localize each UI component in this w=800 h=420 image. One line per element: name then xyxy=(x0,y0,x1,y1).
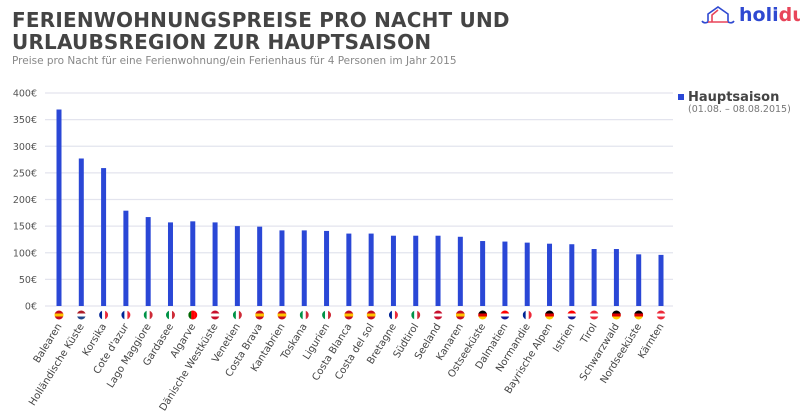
flag-icon-at xyxy=(656,310,666,320)
flag-icon-dk xyxy=(210,310,220,320)
bar-normandie xyxy=(524,242,530,306)
bar-nordseeküste xyxy=(636,254,642,306)
flag-icon-es xyxy=(277,310,287,320)
bar-balearen xyxy=(56,109,62,306)
bar-bayrische-alpen xyxy=(547,243,553,306)
flag-icon-hr xyxy=(567,310,577,320)
logo-text: holidu xyxy=(739,4,800,26)
bar-ligurien xyxy=(324,230,330,306)
bar-venetien xyxy=(234,226,240,306)
bar-cote-d-azur xyxy=(123,210,129,306)
y-tick-label: 0€ xyxy=(25,302,37,313)
y-tick-label: 250€ xyxy=(13,168,37,179)
bar-holländische-küste xyxy=(78,158,84,306)
flag-icon-fr xyxy=(522,310,532,320)
flag-icon-fr xyxy=(388,310,398,320)
bar-toskana xyxy=(301,230,307,306)
bar-costa-brava xyxy=(257,226,263,306)
bar-algarve xyxy=(190,221,196,306)
flag-icon-es xyxy=(366,310,376,320)
bar-kanaren xyxy=(457,236,463,306)
flag-icon-hr xyxy=(500,310,510,320)
house-logo-icon xyxy=(701,6,735,24)
legend-swatch xyxy=(678,94,684,100)
bar-costa-del-sol xyxy=(368,233,374,306)
flag-icon-de xyxy=(545,310,555,320)
flag-icon-nl xyxy=(76,310,86,320)
x-tick-label: Istrien xyxy=(551,322,577,355)
y-tick-label: 300€ xyxy=(13,142,37,153)
y-tick-label: 200€ xyxy=(13,195,37,206)
flag-icon-de xyxy=(611,310,621,320)
flag-icon-es xyxy=(455,310,465,320)
flag-icon-it xyxy=(165,310,175,320)
holidu-logo[interactable]: holidu xyxy=(700,4,800,26)
bar-ostseeküste xyxy=(480,241,486,306)
bar-costa-blanca xyxy=(346,233,352,306)
bar-kantabrien xyxy=(279,230,285,306)
bar-kärnten xyxy=(658,254,664,306)
flag-icon-it xyxy=(411,310,421,320)
bar-bretagne xyxy=(390,235,396,306)
bar-gardasee xyxy=(167,222,173,306)
flag-icon-es xyxy=(255,310,265,320)
x-tick-label: Tirol xyxy=(578,322,599,347)
flag-icon-pt xyxy=(188,310,198,320)
bar-dänische-westküste xyxy=(212,222,218,306)
bar-dalmatien xyxy=(502,241,508,306)
y-tick-label: 350€ xyxy=(13,115,37,126)
flag-icon-dk xyxy=(433,310,443,320)
bar-südtirol xyxy=(413,235,419,306)
chart-subtitle: Preise pro Nacht für eine Ferienwohnung/… xyxy=(12,55,457,67)
chart-title: FERIENWOHNUNGSPREISE PRO NACHT UND URLAU… xyxy=(12,8,510,54)
flag-icon-es xyxy=(344,310,354,320)
bar-seeland xyxy=(435,235,441,306)
flag-icon-it xyxy=(322,310,332,320)
flag-icon-it xyxy=(299,310,309,320)
flag-icon-es xyxy=(54,310,64,320)
legend-label: Hauptsaison xyxy=(688,90,780,105)
flag-icon-it xyxy=(232,310,242,320)
y-tick-label: 400€ xyxy=(13,89,37,100)
flag-icon-fr xyxy=(121,310,131,320)
y-tick-label: 100€ xyxy=(13,248,37,259)
bar-lago-maggiore xyxy=(145,217,151,306)
y-tick-label: 50€ xyxy=(19,275,37,286)
bar-istrien xyxy=(569,244,575,306)
legend-period: (01.08. – 08.08.2015) xyxy=(688,104,791,115)
y-tick-label: 150€ xyxy=(13,222,37,233)
flag-icon-it xyxy=(143,310,153,320)
flag-icon-de xyxy=(478,310,488,320)
bar-tirol xyxy=(591,249,597,306)
flag-icon-at xyxy=(589,310,599,320)
flag-icon-fr xyxy=(99,310,109,320)
bar-schwarzwald xyxy=(613,249,619,306)
bar-korsika xyxy=(101,168,107,306)
flag-icon-de xyxy=(634,310,644,320)
